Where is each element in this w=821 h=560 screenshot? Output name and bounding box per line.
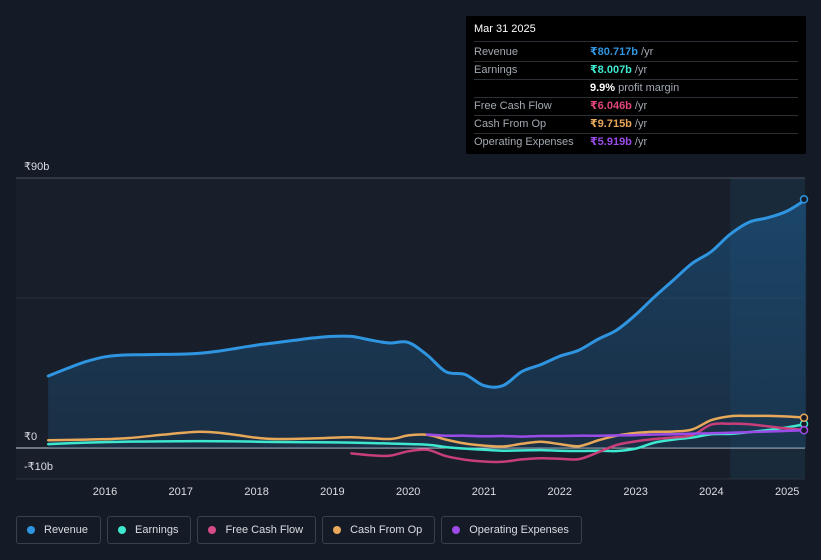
legend-dot-icon (27, 526, 35, 534)
tooltip-label: Operating Expenses (474, 136, 574, 148)
legend-item-cash-from-op[interactable]: Cash From Op (322, 516, 436, 544)
legend-label: Revenue (44, 524, 89, 536)
legend-label: Earnings (135, 524, 179, 536)
legend-dot-icon (452, 526, 461, 534)
tooltip-unit: /yr (634, 136, 648, 148)
tooltip-unit: /yr (641, 46, 654, 58)
legend: Revenue Earnings Free Cash Flow Cash Fro… (16, 516, 582, 544)
tooltip-value: ₹6.046b (590, 100, 632, 112)
legend-item-free-cash-flow[interactable]: Free Cash Flow (197, 516, 317, 544)
tooltip-label (474, 80, 590, 97)
tooltip-label: Revenue (474, 46, 519, 58)
tooltip-row-profit-margin: 9.9% profit margin (474, 80, 798, 98)
tooltip-value: ₹9.715b (590, 118, 632, 130)
revenue-end-marker (799, 195, 809, 204)
y-label-bottom: -₹10b (24, 461, 53, 473)
tooltip-value: ₹80.717b (590, 46, 639, 58)
legend-item-operating-expenses[interactable]: Operating Expenses (441, 516, 582, 544)
revenue-area (48, 199, 807, 448)
legend-item-earnings[interactable]: Earnings (107, 516, 192, 544)
y-label-top: ₹90b (24, 161, 49, 173)
revenue-line (46, 197, 808, 389)
tooltip-row-revenue: Revenue ₹80.717b /yr (474, 44, 798, 62)
legend-label: Cash From Op (350, 524, 423, 536)
x-tick-label: 2020 (396, 486, 420, 498)
tooltip-label: Free Cash Flow (474, 100, 552, 112)
tooltip-label: Earnings (474, 64, 518, 76)
tooltip-row-operating-expenses: Operating Expenses ₹5.919b /yr (474, 134, 798, 151)
tooltip-unit: profit margin (618, 82, 680, 94)
chart: ₹90b ₹0 -₹10b 2016 2017 2018 2019 2020 2021 20… (16, 161, 809, 498)
cash-from-op-line (46, 414, 808, 448)
y-label-zero: ₹0 (24, 431, 37, 443)
legend-dot-icon (333, 526, 342, 534)
x-tick-label: 2016 (93, 486, 117, 498)
tooltip-row-earnings: Earnings ₹8.007b /yr (474, 62, 798, 80)
x-tick-label: 2023 (623, 486, 647, 498)
operating-expenses-end-marker (799, 426, 809, 435)
tooltip-row-free-cash-flow: Free Cash Flow ₹6.046b /yr (474, 98, 798, 116)
cash-from-op-end-marker (799, 413, 809, 422)
x-tick-label: 2021 (472, 486, 496, 498)
legend-dot-icon (118, 526, 127, 534)
x-tick-label: 2024 (699, 486, 723, 498)
tooltip: Mar 31 2025 Revenue ₹80.717b /yr Earning… (466, 16, 806, 154)
x-tick-label: 2019 (320, 486, 344, 498)
tooltip-value: ₹5.919b (590, 136, 632, 148)
x-tick-label: 2022 (548, 486, 572, 498)
legend-dot-icon (208, 526, 217, 534)
tooltip-unit: /yr (634, 118, 648, 130)
legend-item-revenue[interactable]: Revenue (16, 516, 102, 544)
x-tick-label: 2017 (169, 486, 193, 498)
tooltip-rows: Revenue ₹80.717b /yr Earnings ₹8.007b /y… (474, 44, 798, 151)
x-tick-label: 2025 (775, 486, 799, 498)
free-cash-flow-line (350, 422, 808, 464)
x-tick-label: 2018 (244, 486, 268, 498)
tooltip-unit: /yr (634, 100, 648, 112)
tooltip-label: Cash From Op (474, 118, 547, 130)
tooltip-row-cash-from-op: Cash From Op ₹9.715b /yr (474, 116, 798, 134)
tooltip-value: ₹8.007b (590, 64, 632, 76)
tooltip-unit: /yr (634, 64, 648, 76)
legend-label: Free Cash Flow (225, 524, 304, 536)
operating-expenses-line (425, 429, 808, 438)
tooltip-date: Mar 31 2025 (474, 23, 798, 42)
legend-label: Operating Expenses (469, 524, 569, 536)
tooltip-value: 9.9% (590, 82, 616, 94)
